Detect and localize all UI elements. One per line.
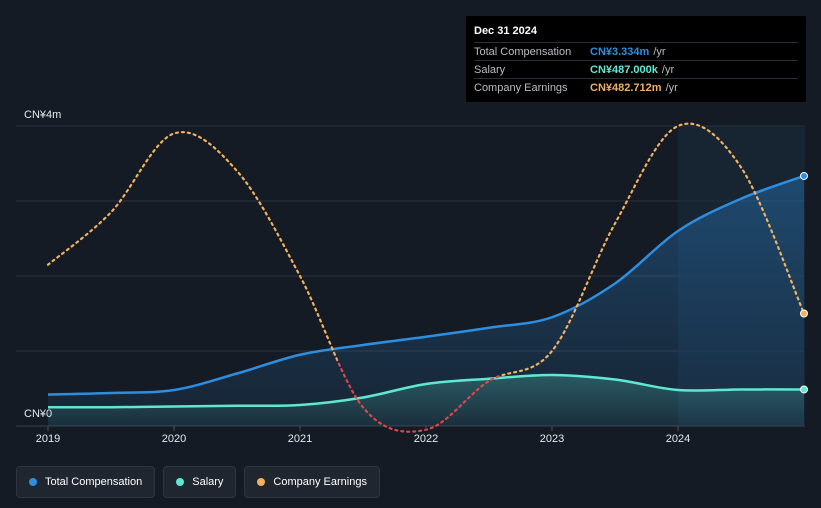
tooltip-unit: /yr (661, 63, 675, 76)
series-end-point-salary (800, 385, 808, 394)
chart-legend: Total Compensation Salary Company Earnin… (16, 466, 380, 498)
tooltip-row-company-earnings: Company Earnings CN¥482.712m /yr (474, 78, 798, 96)
x-tick-label: 2023 (540, 433, 564, 445)
legend-dot-icon (176, 478, 185, 486)
series-line-total-compensation (47, 174, 805, 396)
x-tick-label: 2024 (666, 433, 690, 445)
series-end-point-company-earnings (800, 309, 808, 318)
tooltip-date: Dec 31 2024 (474, 25, 537, 37)
tooltip-value: CN¥487.000k (590, 63, 658, 76)
y-axis-top-label: CN¥4m (24, 109, 62, 121)
series-area-salary (48, 374, 804, 426)
legend-item-salary[interactable]: Salary (163, 466, 237, 498)
tooltip-panel: Dec 31 2024 Total Compensation CN¥3.334m… (466, 16, 806, 102)
legend-label: Company Earnings (273, 476, 367, 488)
tooltip-unit: /yr (665, 81, 678, 94)
tooltip-label: Company Earnings (474, 81, 568, 94)
area-fills (48, 175, 804, 426)
x-tick-label: 2021 (288, 433, 312, 445)
legend-item-company-earnings[interactable]: Company Earnings (244, 466, 380, 498)
x-tick-label: 2022 (414, 433, 438, 445)
legend-dot-icon (257, 478, 266, 486)
tooltip-value: CN¥3.334m (590, 45, 650, 58)
series-area-total-compensation (48, 175, 804, 426)
legend-item-total-compensation[interactable]: Total Compensation (16, 466, 156, 498)
tooltip-value: CN¥482.712m (590, 81, 662, 94)
x-tick-label: 2019 (36, 433, 60, 445)
tooltip-row-total-compensation: Total Compensation CN¥3.334m /yr (474, 42, 798, 60)
series-end-point-total-compensation (800, 171, 808, 180)
y-axis-bottom-label: CN¥0 (24, 408, 53, 420)
legend-dot-icon (29, 478, 37, 486)
tooltip-label: Salary (474, 63, 506, 76)
x-tick-label: 2020 (162, 433, 186, 445)
tooltip-unit: /yr (653, 45, 666, 58)
tooltip-row-salary: Salary CN¥487.000k /yr (474, 60, 798, 78)
legend-label: Salary (192, 476, 224, 488)
series-line-salary (47, 373, 805, 409)
x-axis-ticks: 2019 2020 2021 2022 2023 2024 (36, 426, 690, 445)
tooltip-label: Total Compensation (474, 45, 572, 58)
legend-label: Total Compensation (45, 476, 143, 488)
